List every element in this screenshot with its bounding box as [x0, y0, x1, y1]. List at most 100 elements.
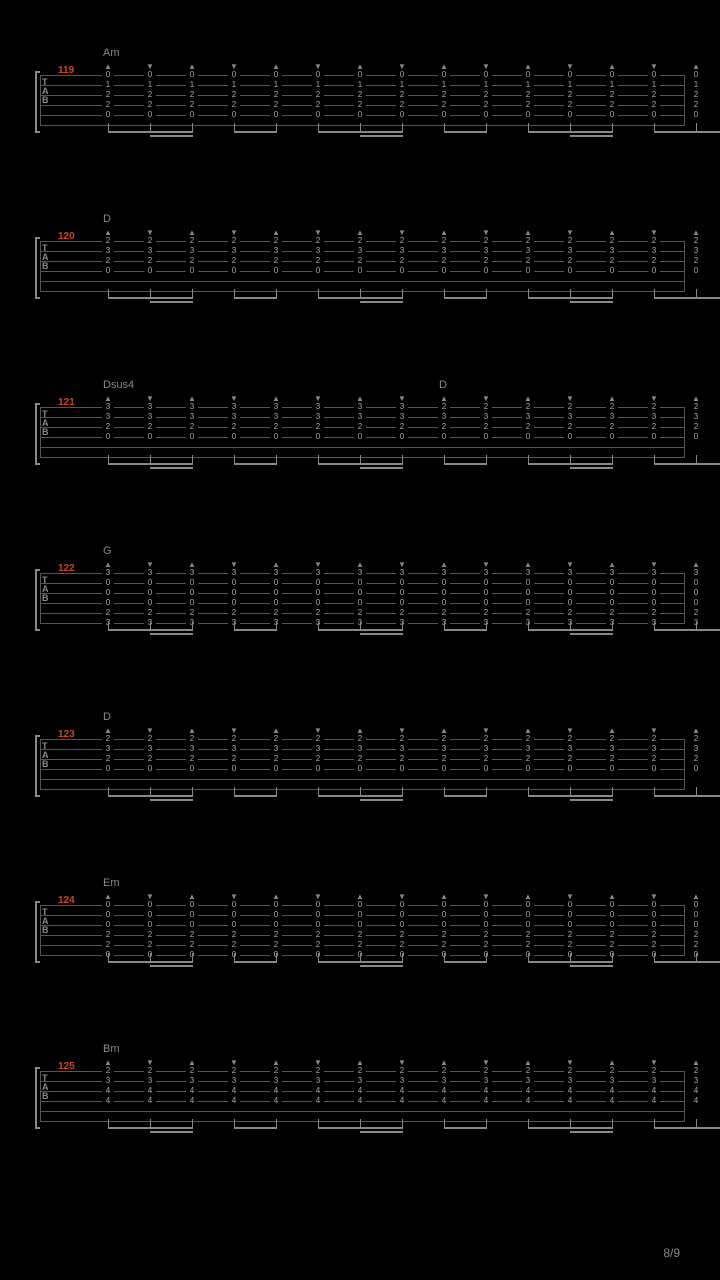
chord-column: ▲2344	[438, 1066, 450, 1126]
strum-down-icon: ▲	[608, 62, 616, 71]
beam-secondary	[570, 799, 613, 801]
fret-number: 0	[144, 266, 156, 276]
strum-up-icon: ▼	[146, 892, 154, 901]
fret-number: 0	[480, 432, 492, 442]
fret-number: 3	[396, 412, 408, 422]
strum-up-icon: ▼	[398, 1058, 406, 1067]
fret-number: 2	[396, 940, 408, 950]
beam	[654, 795, 697, 797]
fret-number: 1	[186, 80, 198, 90]
strum-down-icon: ▲	[692, 560, 700, 569]
fret-number: 0	[690, 70, 702, 80]
chord-column: ▼2344	[312, 1066, 324, 1126]
fret-number: 2	[186, 256, 198, 266]
chord-column: ▼000220	[396, 900, 408, 960]
fret-number	[396, 1106, 408, 1116]
fret-number: 2	[396, 754, 408, 764]
fret-number: 0	[228, 900, 240, 910]
fret-number: 0	[144, 70, 156, 80]
fret-number: 0	[102, 764, 114, 774]
chord-column: ▲300023	[438, 568, 450, 628]
chord-column: ▼2320	[228, 734, 240, 794]
fret-number	[144, 442, 156, 452]
fret-number: 0	[102, 598, 114, 608]
barline	[40, 905, 41, 955]
fret-number: 0	[564, 110, 576, 120]
fret-number: 0	[606, 588, 618, 598]
chord-column: ▲2344	[270, 1066, 282, 1126]
fret-number: 3	[354, 402, 366, 412]
fret-number: 2	[648, 256, 660, 266]
fret-number: 0	[102, 110, 114, 120]
chord-column: ▼3320	[312, 402, 324, 462]
tab-clef: TAB	[42, 1074, 48, 1101]
fret-number: 2	[564, 90, 576, 100]
fret-number: 3	[690, 568, 702, 578]
fret-number: 0	[102, 432, 114, 442]
fret-number: 2	[102, 940, 114, 950]
fret-number: 0	[480, 110, 492, 120]
strum-up-icon: ▼	[314, 62, 322, 71]
chord-column: ▲2344	[102, 1066, 114, 1126]
fret-number: 3	[438, 744, 450, 754]
chord-column: ▲2320	[438, 236, 450, 296]
fret-number: 0	[312, 920, 324, 930]
fret-number: 3	[396, 744, 408, 754]
strum-up-icon: ▼	[146, 62, 154, 71]
fret-number: 2	[648, 754, 660, 764]
fret-number	[270, 276, 282, 286]
strum-up-icon: ▼	[650, 892, 658, 901]
fret-number: 2	[270, 754, 282, 764]
fret-number: 0	[522, 910, 534, 920]
chord-column: ▲3320	[102, 402, 114, 462]
fret-number: 0	[438, 110, 450, 120]
fret-number: 2	[144, 608, 156, 618]
fret-number: 0	[228, 266, 240, 276]
beam	[696, 629, 720, 631]
chord-column: ▼2344	[228, 1066, 240, 1126]
fret-number: 0	[648, 578, 660, 588]
chord-column: ▼300023	[144, 568, 156, 628]
chord-column: ▲000220	[354, 900, 366, 960]
fret-number: 0	[522, 578, 534, 588]
fret-number: 0	[396, 764, 408, 774]
fret-number: 4	[438, 1096, 450, 1106]
fret-number: 4	[354, 1096, 366, 1106]
beam	[108, 297, 193, 299]
fret-number: 2	[102, 256, 114, 266]
fret-number	[144, 1106, 156, 1116]
barline	[684, 1071, 685, 1121]
beam-secondary	[570, 467, 613, 469]
fret-number	[522, 276, 534, 286]
fret-number: 3	[102, 568, 114, 578]
strum-up-icon: ▼	[566, 228, 574, 237]
fret-number: 0	[438, 920, 450, 930]
fret-number: 3	[648, 246, 660, 256]
fret-number: 3	[102, 402, 114, 412]
fret-number: 3	[648, 568, 660, 578]
fret-number: 0	[186, 432, 198, 442]
strum-down-icon: ▲	[608, 726, 616, 735]
fret-number: 2	[438, 422, 450, 432]
fret-number: 2	[354, 422, 366, 432]
fret-number: 0	[270, 266, 282, 276]
fret-number: 4	[480, 1086, 492, 1096]
fret-number: 2	[102, 90, 114, 100]
fret-number	[564, 276, 576, 286]
fret-number: 0	[270, 764, 282, 774]
beam-secondary	[150, 633, 193, 635]
fret-number: 2	[144, 422, 156, 432]
fret-number: 0	[354, 910, 366, 920]
strum-down-icon: ▲	[440, 62, 448, 71]
fret-number: 0	[648, 432, 660, 442]
fret-number: 0	[354, 578, 366, 588]
fret-number	[186, 442, 198, 452]
fret-number: 4	[480, 1096, 492, 1106]
beam	[318, 463, 403, 465]
fret-number: 2	[312, 236, 324, 246]
strum-up-icon: ▼	[146, 560, 154, 569]
fret-number	[564, 774, 576, 784]
fret-number: 2	[648, 734, 660, 744]
chord-column: ▼2320	[648, 236, 660, 296]
measure-block: D123TAB▲2320▼2320▲2320▼2320▲2320▼2320▲23…	[40, 739, 685, 789]
